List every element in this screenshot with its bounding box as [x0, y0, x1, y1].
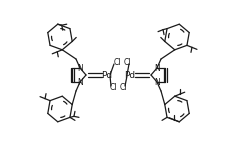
Text: N: N	[77, 63, 83, 73]
Text: Cl: Cl	[109, 83, 117, 92]
Text: Cl: Cl	[123, 58, 131, 66]
Text: Pd: Pd	[101, 70, 113, 79]
Text: N: N	[154, 63, 160, 73]
Text: Pd: Pd	[124, 70, 136, 79]
Text: N: N	[77, 78, 83, 86]
Text: N: N	[154, 78, 160, 86]
Text: Cl: Cl	[119, 83, 127, 92]
Text: Cl: Cl	[113, 58, 121, 66]
